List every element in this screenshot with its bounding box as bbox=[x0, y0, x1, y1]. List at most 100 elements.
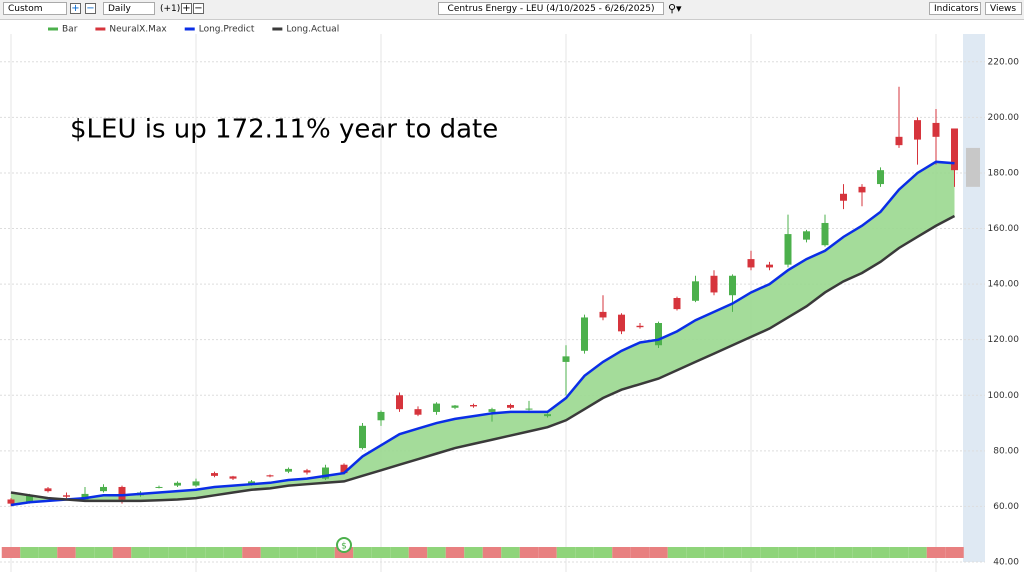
y-tick-label: 120.00 bbox=[988, 335, 1020, 345]
interval-select[interactable]: Daily bbox=[103, 2, 155, 15]
range-select[interactable]: Custom bbox=[3, 2, 67, 15]
candle-body bbox=[877, 170, 884, 185]
candle-body bbox=[229, 476, 237, 479]
line-series bbox=[10, 214, 956, 503]
signal-cell bbox=[223, 547, 243, 558]
candle-body bbox=[248, 481, 255, 485]
candle-body bbox=[44, 488, 52, 492]
legend-label: Long.Actual bbox=[286, 25, 339, 35]
y-tick-label: 40.00 bbox=[993, 558, 1019, 568]
candle-body bbox=[747, 259, 755, 268]
legend-label: Bar bbox=[62, 25, 78, 35]
candle-body bbox=[673, 298, 681, 310]
signal-cell bbox=[815, 547, 835, 558]
candle-body bbox=[951, 128, 958, 171]
signal-cell bbox=[760, 547, 779, 558]
signal-cell bbox=[445, 547, 465, 558]
signal-cell bbox=[908, 547, 927, 558]
signal-cell bbox=[926, 547, 946, 558]
candle-body bbox=[340, 464, 348, 474]
candle-body bbox=[26, 495, 33, 503]
dividend-icon: $ bbox=[336, 537, 352, 553]
signal-cell bbox=[778, 547, 798, 558]
signal-cell bbox=[686, 547, 705, 558]
candle-body bbox=[525, 408, 533, 410]
candle-body bbox=[155, 486, 163, 488]
signal-cell bbox=[741, 547, 761, 558]
views-button[interactable]: Views bbox=[985, 2, 1022, 15]
signal-cell bbox=[538, 547, 557, 558]
candle-body bbox=[655, 323, 662, 346]
legend-label: NeuralX.Max bbox=[109, 25, 167, 35]
signal-cell bbox=[205, 547, 224, 558]
candle-body bbox=[914, 120, 921, 140]
y-tick-label: 140.00 bbox=[988, 280, 1020, 290]
chart: $LEU is up 172.11% year to date 40.00 60.… bbox=[0, 25, 1020, 572]
candle-body bbox=[581, 317, 588, 351]
candle-body bbox=[488, 409, 496, 412]
candle-body bbox=[451, 405, 459, 408]
candle-body bbox=[322, 467, 329, 479]
signal-cell bbox=[260, 547, 280, 558]
signal-cell bbox=[316, 547, 335, 558]
y-tick-label: 100.00 bbox=[988, 391, 1020, 401]
candle-body bbox=[303, 470, 311, 473]
search[interactable]: ⚲▾ bbox=[668, 2, 682, 15]
y-tick-label: 60.00 bbox=[993, 502, 1019, 512]
icon-circle bbox=[336, 537, 352, 553]
annotation: $LEU is up 172.11% year to date bbox=[70, 115, 498, 145]
legend-label: Long.Predict bbox=[199, 25, 255, 35]
indicators-button[interactable]: Indicators bbox=[929, 2, 981, 15]
signal-cell bbox=[149, 547, 169, 558]
signal-cell bbox=[852, 547, 872, 558]
candle-body bbox=[377, 411, 385, 421]
signal-cell bbox=[482, 547, 502, 558]
signal-cell bbox=[871, 547, 890, 558]
candle-body bbox=[710, 275, 718, 293]
candle-body bbox=[266, 475, 274, 477]
candle-body bbox=[7, 499, 15, 504]
signal-cell bbox=[575, 547, 594, 558]
candle-body bbox=[803, 231, 810, 240]
candle-body bbox=[618, 314, 625, 332]
candle-body bbox=[840, 193, 847, 201]
signal-cell bbox=[667, 547, 687, 558]
y-tick-label: 200.00 bbox=[988, 113, 1020, 123]
signal-cell bbox=[75, 547, 95, 558]
y-tick-label: 80.00 bbox=[993, 446, 1019, 456]
candle-body bbox=[784, 234, 792, 265]
signal-cell bbox=[834, 547, 853, 558]
candle-body bbox=[544, 414, 551, 417]
y-tick-label: 160.00 bbox=[988, 224, 1020, 234]
signal-cell bbox=[38, 547, 58, 558]
signal-cell bbox=[464, 547, 483, 558]
y-tick-label: 220.00 bbox=[988, 57, 1020, 67]
candle-body bbox=[63, 495, 70, 497]
signal-cell bbox=[593, 547, 613, 558]
candle-body bbox=[729, 275, 736, 296]
zoom-out[interactable]: − bbox=[85, 3, 96, 14]
zoom-in[interactable]: + bbox=[70, 3, 81, 14]
right-panel bbox=[963, 34, 985, 562]
offset-up[interactable]: + bbox=[181, 3, 192, 14]
signal-cell bbox=[353, 547, 372, 558]
candle-body bbox=[192, 481, 200, 486]
signal-cell bbox=[112, 547, 132, 558]
line-series bbox=[10, 160, 955, 507]
candle-body bbox=[433, 403, 440, 412]
symbol[interactable]: Centrus Energy - LEU (4/10/2025 - 6/26/2… bbox=[438, 2, 664, 15]
signal-cell bbox=[427, 547, 446, 558]
candle-body bbox=[100, 486, 107, 492]
candle-body bbox=[766, 264, 773, 268]
signal-cell bbox=[797, 547, 816, 558]
signal-cell bbox=[242, 547, 261, 558]
signal-cell bbox=[20, 547, 39, 558]
icon-symbol: $ bbox=[341, 542, 347, 552]
offset-down[interactable]: − bbox=[193, 3, 204, 14]
price-marker bbox=[966, 147, 980, 187]
signal-cell bbox=[186, 547, 206, 558]
candle-body bbox=[932, 122, 940, 137]
band-fill bbox=[11, 161, 955, 506]
signal-cell bbox=[612, 547, 631, 558]
